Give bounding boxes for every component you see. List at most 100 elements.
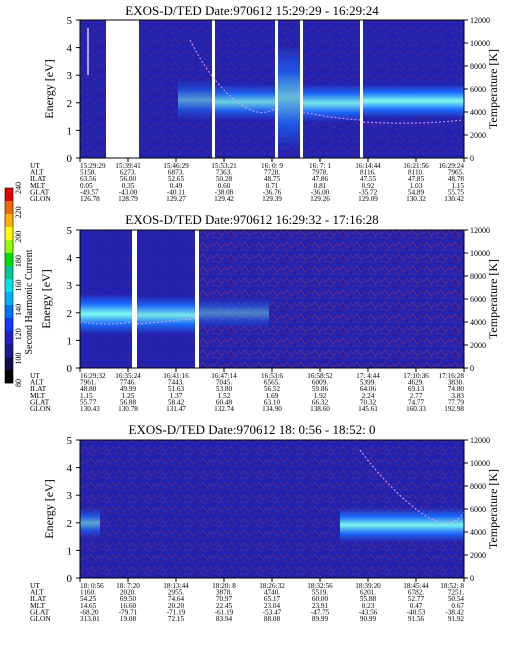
table-cell: 2.24 xyxy=(362,392,375,400)
table-cell: 19.08 xyxy=(120,615,137,623)
row-label: ALT xyxy=(30,378,44,387)
ytick-label: 4 xyxy=(67,253,73,265)
table-cell: 18:13:44 xyxy=(163,582,189,590)
table-cell: 70.32 xyxy=(360,398,377,406)
colorbar: 240 220 200 180 160 140 120 100 80 Second Harmon… xyxy=(4,182,35,387)
plot-2-band xyxy=(137,296,195,334)
table-cell: 16:29:32 xyxy=(80,372,106,380)
plot-2-temperature-trace xyxy=(79,317,196,325)
row-label: ALT xyxy=(30,588,44,597)
table-cell: 54.89 xyxy=(408,188,425,196)
table-cell: -68.20 xyxy=(80,608,99,616)
table-cell: 17: 4:44 xyxy=(356,372,380,380)
table-cell: 6273. xyxy=(120,169,136,177)
table-cell: 0.23 xyxy=(362,602,375,610)
table-cell: 15:29:29 xyxy=(80,162,106,170)
panel-2-y2label: Temperature [K] xyxy=(486,259,500,339)
table-cell: 3.83 xyxy=(451,392,464,400)
colorbar-cell xyxy=(5,240,13,254)
table-cell: 18:45:44 xyxy=(403,582,429,590)
panel-2-plot xyxy=(79,229,465,369)
table-cell: -40.11 xyxy=(167,188,186,196)
y2tick-label: 4000 xyxy=(470,108,486,117)
table-cell: -53.47 xyxy=(263,608,282,616)
table-cell: 56.00 xyxy=(120,175,137,183)
panel-3-yticks: 0 1 2 3 4 5 xyxy=(67,435,80,585)
table-cell: 7746. xyxy=(120,379,136,387)
table-cell: 50.28 xyxy=(216,175,233,183)
table-cell: 58.42 xyxy=(168,398,185,406)
table-cell: 0.35 xyxy=(122,182,135,190)
panel-1: EXOS-D/TED Date:970612 15:29:29 - 16:29:… xyxy=(30,3,500,203)
table-cell: 65.17 xyxy=(264,595,281,603)
table-cell: 5158. xyxy=(80,169,96,177)
ytick-label: 2 xyxy=(67,518,73,530)
row-label: ILAT xyxy=(30,594,47,603)
plot-1-gap xyxy=(360,20,363,158)
plot-1-band xyxy=(215,84,275,120)
table-cell: 16:35:24 xyxy=(115,372,141,380)
table-cell: 129.42 xyxy=(214,195,234,203)
table-cell: 130.78 xyxy=(118,405,138,413)
table-cell: 16.60 xyxy=(120,602,137,610)
row-label: UT xyxy=(30,371,40,380)
table-cell: 6873. xyxy=(168,169,184,177)
panel-1-y2label: Temperature [K] xyxy=(486,49,500,129)
table-cell: -49.57 xyxy=(80,188,99,196)
table-cell: 129.39 xyxy=(262,195,282,203)
colorbar-tick-label: 100 xyxy=(14,353,23,365)
table-cell: 47.55 xyxy=(360,175,377,183)
plot-2-gap xyxy=(132,230,137,368)
table-cell: 7965. xyxy=(448,169,464,177)
table-cell: 6782. xyxy=(408,589,424,597)
table-cell: 18:20: 8 xyxy=(212,582,236,590)
y2tick-label: 2000 xyxy=(470,551,486,560)
plot-3-band xyxy=(340,508,464,542)
table-cell: 2955. xyxy=(168,589,184,597)
panel-3-y2ticks: 0 2000 4000 6000 8000 10000 12000 xyxy=(464,436,490,583)
table-cell: 69.50 xyxy=(120,595,137,603)
row-label: GLON xyxy=(30,404,51,413)
ytick-label: 1 xyxy=(67,545,73,557)
y2tick-label: 0 xyxy=(470,574,474,583)
y2tick-label: 0 xyxy=(470,364,474,373)
row-label: MLT xyxy=(30,601,46,610)
table-cell: -36.00 xyxy=(311,188,330,196)
table-cell: 22.45 xyxy=(216,602,233,610)
table-cell: 7443. xyxy=(168,379,184,387)
table-cell: 17:10:36 xyxy=(403,372,429,380)
ytick-label: 2 xyxy=(67,308,73,320)
table-cell: 90.99 xyxy=(360,615,377,623)
table-cell: 16:58:52 xyxy=(307,372,333,380)
colorbar-scale xyxy=(5,188,13,384)
table-cell: 134.90 xyxy=(262,405,282,413)
row-label: ALT xyxy=(30,168,44,177)
table-cell: 56.52 xyxy=(264,385,281,393)
table-cell: 59.86 xyxy=(312,385,329,393)
table-cell: 63.56 xyxy=(80,175,97,183)
ytick-label: 2 xyxy=(67,98,73,110)
ytick-label: 5 xyxy=(67,225,73,237)
table-cell: 0.71 xyxy=(266,182,279,190)
table-cell: 16:47:14 xyxy=(211,372,237,380)
table-cell: 48.80 xyxy=(80,385,97,393)
colorbar-tick-label: 140 xyxy=(14,304,23,316)
table-cell: -47.75 xyxy=(311,608,330,616)
colorbar-tick-label: 80 xyxy=(14,379,23,387)
y2tick-label: 10000 xyxy=(470,39,490,48)
plot-2-band xyxy=(80,294,132,334)
table-cell: 0.60 xyxy=(218,182,231,190)
table-cell: 16:41:16 xyxy=(163,372,189,380)
table-cell: 130.42 xyxy=(444,195,464,203)
panel-2-ephemeris-table: UTALTILATMLTGLATGLON16:29:327961.48.801.… xyxy=(30,368,465,413)
ytick-label: 5 xyxy=(67,435,73,447)
table-cell: 49.99 xyxy=(120,385,137,393)
table-cell: 128.79 xyxy=(118,195,138,203)
row-label: GLAT xyxy=(30,397,50,406)
plot-1-band xyxy=(303,84,360,122)
table-cell: 5519. xyxy=(312,589,328,597)
plot-1-gap xyxy=(300,20,303,158)
table-cell: 83.94 xyxy=(216,615,233,623)
